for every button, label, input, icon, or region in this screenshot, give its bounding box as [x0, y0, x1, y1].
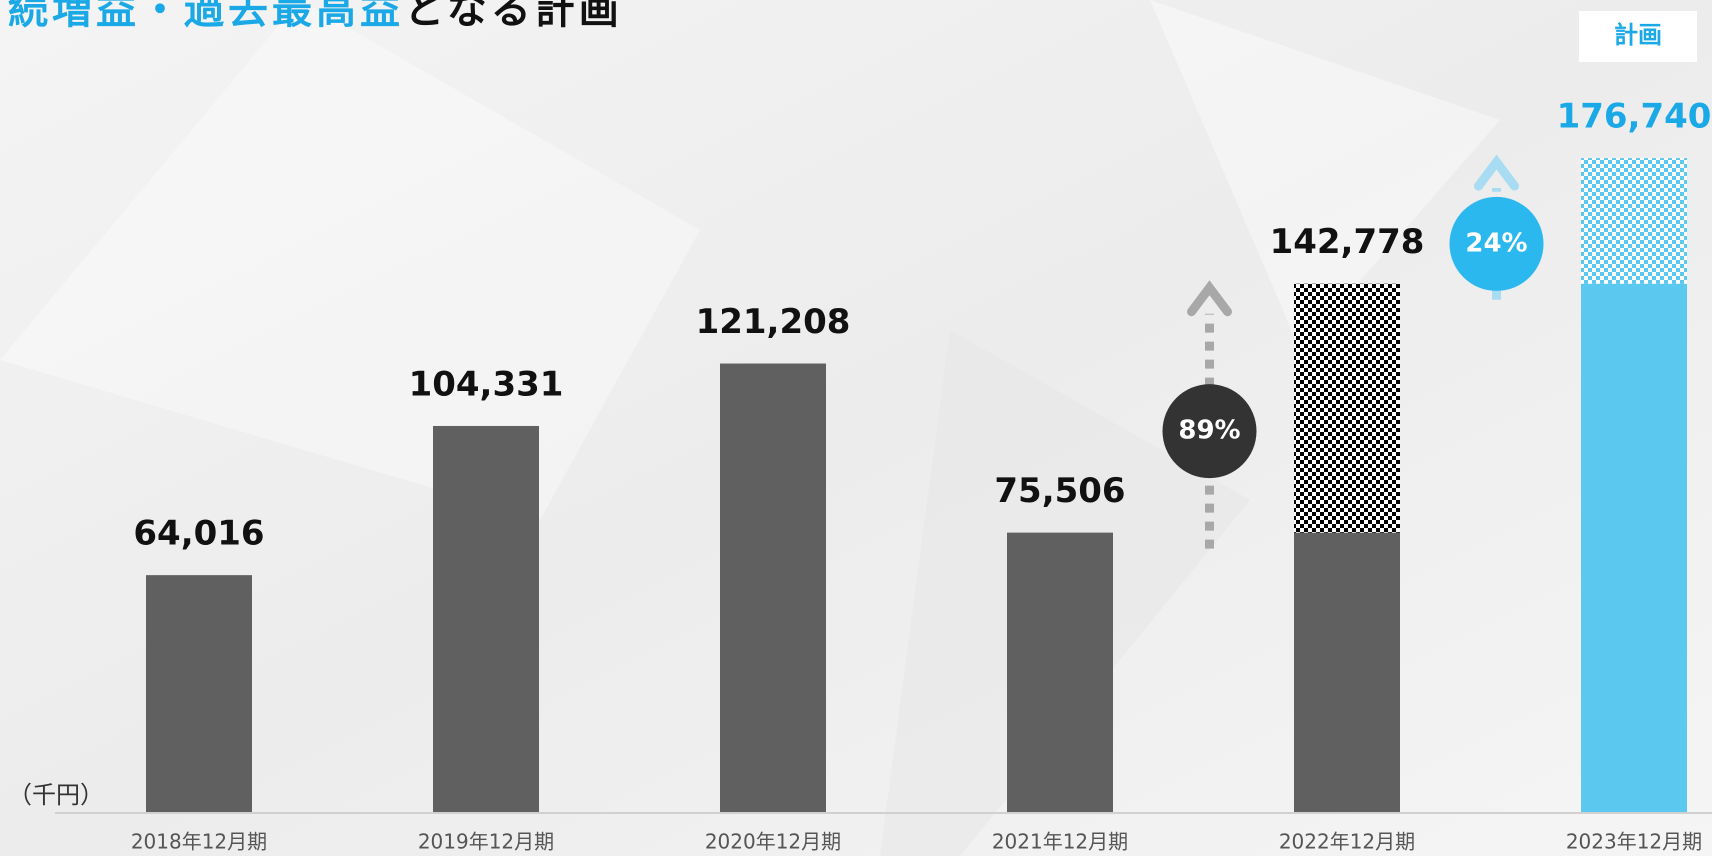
value-label: 142,778 — [1270, 222, 1425, 262]
background-shape — [1150, 0, 1500, 350]
growth-arrow-head — [1474, 154, 1519, 191]
growth-arrow-head — [1187, 280, 1232, 317]
growth-circle — [1162, 384, 1257, 479]
value-label: 75,506 — [994, 471, 1125, 511]
title-rest: となる計画 — [404, 0, 623, 33]
value-label: 176,740 — [1557, 97, 1712, 137]
growth-label: 24% — [1465, 228, 1527, 258]
bar-base — [1294, 532, 1400, 812]
badge-box — [1579, 11, 1697, 62]
growth-circle — [1449, 196, 1544, 291]
bar-base — [1581, 283, 1687, 812]
bar-growth — [1294, 283, 1400, 533]
value-label: 121,208 — [696, 302, 851, 342]
x-tick-label: 2019年12月期 — [418, 830, 554, 854]
x-tick-label: 2022年12月期 — [1279, 830, 1415, 854]
value-label: 64,016 — [133, 514, 264, 554]
background-shape — [0, 0, 700, 520]
badge: 計画 — [1614, 21, 1662, 49]
x-tick-label: 2021年12月期 — [992, 830, 1128, 854]
bar — [720, 363, 826, 812]
x-tick-label: 2023年12月期 — [1566, 830, 1702, 854]
chart-title: 続増益・過去最高益となる計画 — [8, 0, 623, 33]
bar — [1007, 532, 1113, 812]
bar-growth — [1581, 158, 1687, 284]
bar — [433, 425, 539, 812]
x-tick-label: 2020年12月期 — [705, 830, 841, 854]
title-highlight: 続増益・過去最高益 — [8, 0, 404, 33]
bar — [146, 575, 252, 812]
unit-label: （千円） — [8, 781, 104, 809]
value-label: 104,331 — [409, 364, 564, 404]
growth-label: 89% — [1178, 416, 1240, 446]
x-tick-label: 2018年12月期 — [131, 830, 267, 854]
